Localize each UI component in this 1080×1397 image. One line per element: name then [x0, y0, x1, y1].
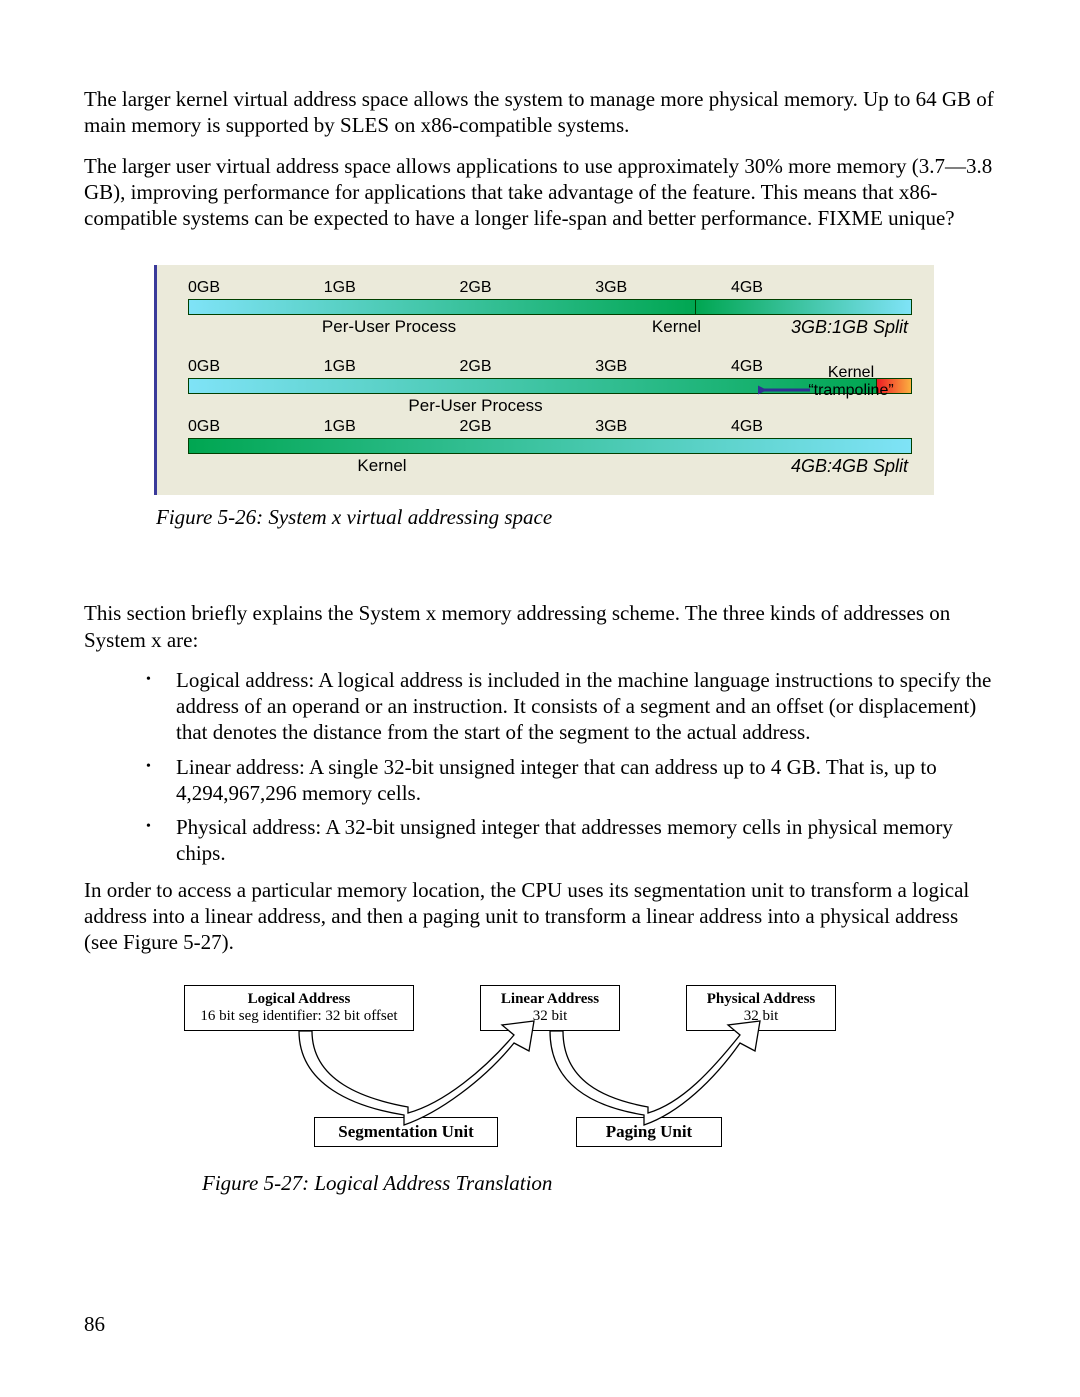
- linear-address-box: Linear Address 32 bit: [480, 985, 620, 1031]
- split-label: 3GB:1GB Split: [763, 317, 912, 338]
- list-item: Physical address: A 32-bit unsigned inte…: [146, 814, 996, 867]
- split-label: 4GB:4GB Split: [576, 456, 912, 477]
- user-process-label: Per-User Process: [188, 317, 590, 338]
- arrow-icon: [758, 384, 818, 404]
- tick-label: 0GB: [188, 358, 220, 376]
- tick-label: 2GB: [459, 358, 491, 376]
- figure-caption: Figure 5-27: Logical Address Translation: [202, 1171, 996, 1196]
- figure-caption: Figure 5-26: System x virtual addressing…: [156, 505, 996, 530]
- paging-unit-box: Paging Unit: [576, 1117, 722, 1147]
- list-item: Logical address: A logical address is in…: [146, 667, 996, 746]
- figure-5-26: 0GB 1GB 2GB 3GB 4GB Per-User Process Ker…: [154, 265, 996, 495]
- tick-label: 2GB: [459, 418, 491, 436]
- page-number: 86: [84, 1312, 105, 1337]
- user-process-bar: [188, 299, 697, 315]
- tick-label: 3GB: [595, 358, 627, 376]
- body-paragraph: The larger user virtual address space al…: [84, 153, 996, 232]
- tick-label: 1GB: [324, 418, 356, 436]
- tick-label: 3GB: [595, 279, 627, 297]
- tick-label: 0GB: [188, 418, 220, 436]
- tick-label: 4GB: [731, 279, 763, 297]
- kernel-label: Kernel: [590, 317, 763, 338]
- segmentation-unit-box: Segmentation Unit: [314, 1117, 498, 1147]
- tick-label: 0GB: [188, 279, 220, 297]
- physical-address-box: Physical Address 32 bit: [686, 985, 836, 1031]
- body-paragraph: In order to access a particular memory l…: [84, 877, 996, 956]
- kernel-bar: [188, 438, 912, 454]
- logical-address-box: Logical Address 16 bit seg identifier: 3…: [184, 985, 414, 1031]
- tick-label: 4GB: [731, 418, 763, 436]
- tick-label: 4GB: [731, 358, 763, 376]
- body-paragraph: The larger kernel virtual address space …: [84, 86, 996, 139]
- address-types-list: Logical address: A logical address is in…: [84, 667, 996, 867]
- tick-label: 1GB: [324, 279, 356, 297]
- kernel-bar: [695, 299, 912, 315]
- tick-label: 2GB: [459, 279, 491, 297]
- list-item: Linear address: A single 32-bit unsigned…: [146, 754, 996, 807]
- figure-5-27: Logical Address 16 bit seg identifier: 3…: [184, 985, 996, 1196]
- body-paragraph: This section briefly explains the System…: [84, 600, 996, 653]
- tick-label: 3GB: [595, 418, 627, 436]
- kernel-label: Kernel: [188, 456, 576, 477]
- user-process-label: Per-User Process: [188, 396, 763, 416]
- tick-label: 1GB: [324, 358, 356, 376]
